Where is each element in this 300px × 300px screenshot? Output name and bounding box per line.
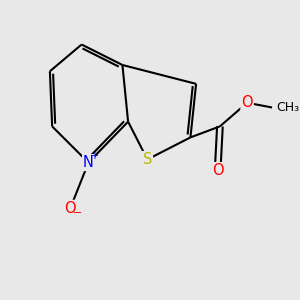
Text: O: O xyxy=(64,201,76,216)
Text: N: N xyxy=(83,155,94,170)
Text: +: + xyxy=(90,152,98,161)
Text: S: S xyxy=(143,152,152,167)
Text: −: − xyxy=(72,208,82,218)
Text: O: O xyxy=(241,95,253,110)
Text: CH₃: CH₃ xyxy=(276,101,299,114)
Text: O: O xyxy=(212,163,224,178)
